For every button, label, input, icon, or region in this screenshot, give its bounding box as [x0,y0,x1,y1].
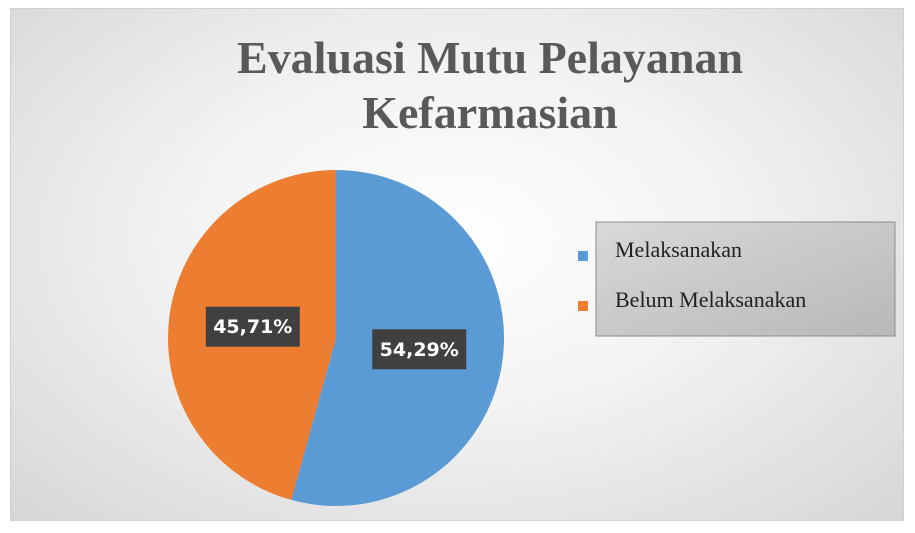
legend-label: Melaksanakan [615,237,742,262]
legend-marker [578,251,588,261]
data-label: 54,29% [380,339,459,361]
legend-box [595,221,896,337]
data-label: 45,71% [213,316,292,338]
data-label-box [372,329,467,370]
chart-title: Evaluasi Mutu Pelayanan Kefarmasian [236,32,744,138]
data-label-box [205,306,300,347]
legend-marker [578,301,588,311]
legend-label: Belum Melaksanakan [615,287,806,312]
